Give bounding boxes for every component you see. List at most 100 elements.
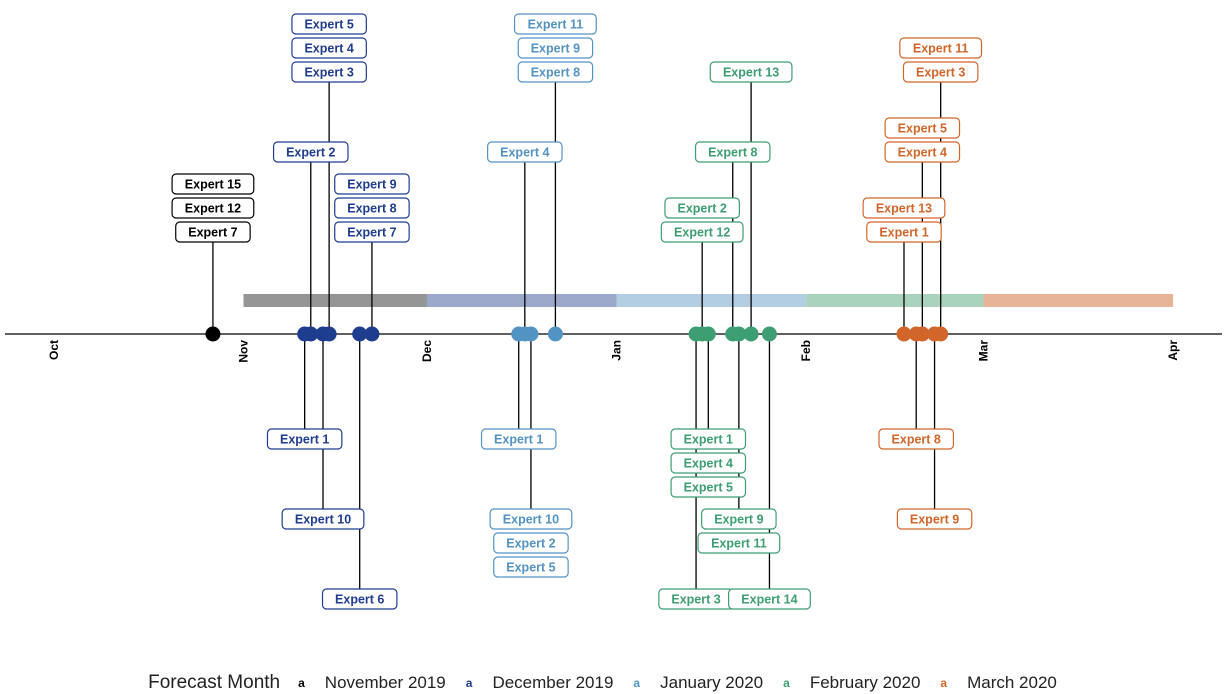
- event-label-text: Expert 12: [674, 226, 730, 240]
- event-label: Expert 9: [517, 37, 594, 59]
- event-label-text: Expert 10: [295, 513, 351, 527]
- event-label-text: Expert 9: [910, 513, 959, 527]
- event-point: [933, 326, 949, 342]
- event-label-text: Expert 2: [678, 202, 727, 216]
- event-label-text: Expert 4: [304, 42, 353, 56]
- legend-item-label: December 2019: [492, 673, 614, 692]
- event-point: [523, 326, 539, 342]
- event-label: Expert 8: [517, 61, 594, 83]
- event-label-text: Expert 8: [892, 433, 941, 447]
- event-label: Expert 10: [281, 508, 365, 530]
- event-label-text: Expert 8: [708, 146, 757, 160]
- event-points: [205, 326, 949, 342]
- legend-item-label: January 2020: [660, 673, 764, 692]
- legend-item: a February 2020: [783, 673, 920, 693]
- event-label-box: [899, 37, 983, 59]
- event-label-text: Expert 8: [531, 66, 580, 80]
- event-label: Expert 8: [694, 141, 771, 163]
- event-label-box: [334, 173, 410, 195]
- event-labels: Expert 15 Expert 12 Expert 7 Expert 1 Expert…: [171, 13, 983, 610]
- event-label-box: [709, 61, 793, 83]
- event-label: Expert 7: [175, 221, 251, 243]
- event-label-text: Expert 1: [879, 226, 928, 240]
- event-label-box: [281, 508, 365, 530]
- event-label: Expert 1: [866, 221, 942, 243]
- event-label: Expert 4: [884, 141, 961, 163]
- event-label: Expert 1: [670, 428, 747, 450]
- event-label: Expert 14: [727, 588, 811, 610]
- legend-key: a: [298, 676, 305, 690]
- event-label: Expert 9: [701, 508, 777, 530]
- event-point: [896, 326, 912, 342]
- event-label: Expert 12: [660, 221, 744, 243]
- event-label-text: Expert 1: [684, 433, 733, 447]
- legend-key: a: [633, 676, 641, 690]
- event-label-box: [334, 221, 410, 243]
- event-label: Expert 15: [171, 173, 255, 195]
- event-label: Expert 13: [709, 61, 793, 83]
- legend-item: a January 2020: [633, 673, 763, 693]
- event-label-text: Expert 5: [304, 18, 353, 32]
- event-label: Expert 1: [480, 428, 557, 450]
- event-label-text: Expert 3: [916, 66, 965, 80]
- event-label-text: Expert 6: [335, 593, 384, 607]
- month-tick-label: Dec: [420, 340, 434, 362]
- event-label-box: [513, 13, 597, 35]
- event-label-box: [727, 588, 811, 610]
- event-label-box: [487, 141, 563, 163]
- event-label-text: Expert 3: [304, 66, 353, 80]
- month-band: [806, 294, 984, 307]
- legend-item-label: March 2020: [967, 673, 1057, 692]
- event-label: Expert 11: [513, 13, 597, 35]
- legend-items: a November 2019 a December 2019 a January 202…: [298, 673, 1077, 693]
- event-label: Expert 1: [266, 428, 343, 450]
- event-label: Expert 5: [884, 117, 961, 139]
- event-label-box: [660, 221, 744, 243]
- event-label-box: [480, 428, 557, 450]
- event-label-box: [670, 452, 747, 474]
- event-point: [700, 326, 716, 342]
- month-bands: [243, 294, 1174, 307]
- event-label: Expert 4: [670, 452, 747, 474]
- event-label: Expert 3: [658, 588, 734, 610]
- event-label: Expert 7: [334, 221, 410, 243]
- event-label: Expert 5: [670, 476, 747, 498]
- event-label: Expert 2: [272, 141, 349, 163]
- event-label: Expert 2: [664, 197, 740, 219]
- legend-item: a December 2019: [466, 673, 614, 693]
- event-label-text: Expert 9: [714, 513, 763, 527]
- event-label: Expert 13: [862, 197, 946, 219]
- event-point: [364, 326, 380, 342]
- event-label-box: [493, 556, 569, 578]
- event-point: [547, 326, 563, 342]
- legend: Forecast Month a November 2019 a December 2…: [0, 672, 1225, 694]
- event-label-box: [701, 508, 777, 530]
- event-label-text: Expert 9: [531, 42, 580, 56]
- event-label-text: Expert 9: [347, 178, 396, 192]
- event-point: [352, 326, 368, 342]
- event-label-box: [175, 221, 251, 243]
- event-point: [303, 326, 319, 342]
- event-label-box: [664, 197, 740, 219]
- event-label-text: Expert 7: [188, 226, 237, 240]
- month-band: [983, 294, 1174, 307]
- event-label-box: [493, 532, 569, 554]
- event-label: Expert 3: [291, 61, 367, 83]
- event-label-box: [866, 221, 942, 243]
- month-tick-label: Mar: [976, 340, 990, 362]
- event-label-box: [517, 61, 594, 83]
- month-band: [616, 294, 807, 307]
- event-label-text: Expert 5: [684, 481, 733, 495]
- event-label-text: Expert 5: [898, 122, 947, 136]
- event-label-box: [171, 173, 255, 195]
- event-point: [761, 326, 777, 342]
- event-label: Expert 8: [878, 428, 955, 450]
- legend-key: a: [465, 676, 473, 690]
- event-label-text: Expert 4: [898, 146, 947, 160]
- event-label-text: Expert 7: [347, 226, 396, 240]
- event-point: [205, 326, 221, 342]
- event-label-box: [862, 197, 946, 219]
- event-label-box: [489, 508, 573, 530]
- event-label-box: [697, 532, 781, 554]
